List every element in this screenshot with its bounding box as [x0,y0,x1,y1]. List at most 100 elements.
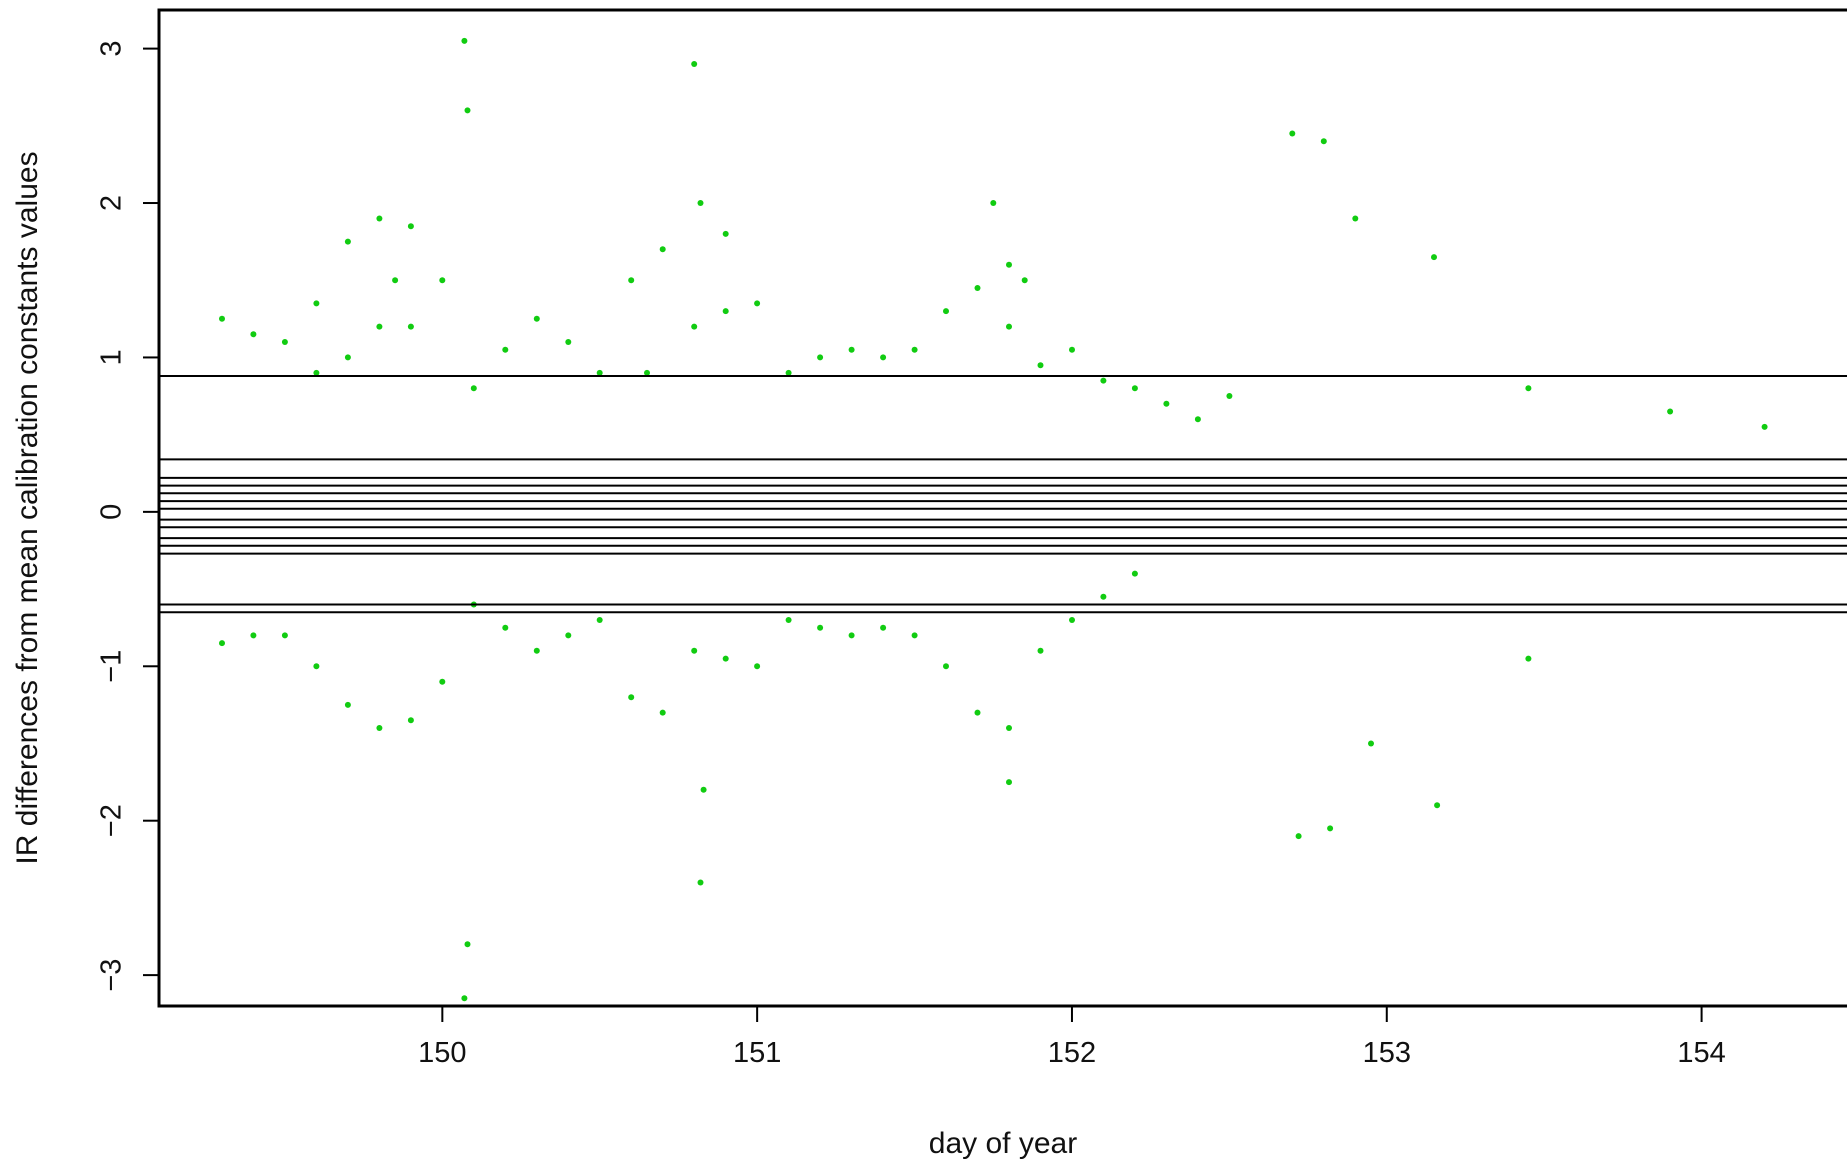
data-point [565,632,572,639]
x-tick-label: 151 [733,1037,781,1069]
data-point [722,655,729,662]
data-point [439,277,446,284]
data-point [722,230,729,237]
data-point [1163,400,1170,407]
data-point [1761,423,1768,430]
data-point [344,701,351,708]
data-point [1131,570,1138,577]
data-point [659,246,666,253]
x-axis-label: day of year [929,1127,1077,1160]
data-point [628,277,635,284]
data-point [691,323,698,330]
data-point [1289,130,1296,137]
axes-layer: 150 151 152 153 154 −3 −2 −1 0 1 2 3 [96,41,1726,1069]
data-point [376,215,383,222]
data-point [250,632,257,639]
data-point [697,879,704,886]
y-tick-label: 1 [96,349,128,365]
data-point [596,617,603,623]
y-tick-label: 0 [96,504,128,520]
data-point [990,200,997,206]
data-point [1320,138,1327,145]
data-point [1525,655,1532,662]
data-point [281,339,288,345]
data-point [817,624,824,631]
data-point [376,725,383,731]
data-point [1131,385,1138,392]
data-point [880,624,887,631]
data-point [659,709,666,716]
data-point [1295,833,1302,840]
data-point [219,640,225,647]
data-point [644,369,650,376]
data-point [1037,362,1044,369]
data-point [785,617,792,623]
data-point [848,632,855,639]
y-tick-label: 2 [96,195,128,211]
data-point [974,709,981,716]
y-tick-label: −3 [96,959,128,992]
data-point [313,369,320,376]
data-point [344,354,351,361]
data-point [1525,385,1532,392]
data-point [722,308,729,315]
data-point [596,369,603,376]
data-point [754,663,761,670]
y-tick-label: −2 [96,804,128,837]
data-point [817,354,824,361]
data-point [1069,617,1075,623]
data-point [1100,377,1107,384]
data-point [281,632,288,639]
data-point [461,37,468,44]
data-point [502,624,509,631]
data-point [1194,416,1201,423]
data-point [464,941,471,948]
data-point [464,107,471,114]
data-point [1069,346,1075,353]
data-point [943,308,949,315]
data-point [533,315,540,322]
reference-lines-layer [159,375,1847,614]
data-point [1006,779,1012,786]
data-point [691,61,698,67]
data-point [1434,802,1441,809]
data-point [785,369,792,376]
data-point [344,238,351,245]
data-point [1226,393,1233,399]
data-point [754,300,761,307]
data-point [848,346,855,353]
data-point [1368,740,1374,747]
data-point [1006,323,1012,330]
data-point [1006,261,1012,268]
data-point [533,647,540,654]
data-point [376,323,383,330]
data-point [407,717,414,724]
data-point [313,663,320,670]
data-point [697,200,704,206]
data-point [407,323,414,330]
data-point [700,786,707,793]
x-tick-label: 153 [1363,1037,1411,1069]
data-point [1667,408,1674,415]
data-point [502,346,509,353]
data-point [407,223,414,230]
data-point [250,331,257,338]
data-point [439,678,446,685]
data-point [1431,254,1437,261]
data-point [911,632,918,639]
y-tick-label: 3 [96,41,128,57]
data-point [911,346,918,353]
plot-frame [157,8,1847,1008]
data-point [1037,647,1044,654]
data-point [1021,277,1028,284]
data-point [1006,725,1012,731]
data-point [565,339,572,345]
data-point [470,385,477,392]
data-point [943,663,949,670]
data-point [974,285,981,291]
data-point [1327,825,1334,832]
data-point [1100,593,1107,600]
